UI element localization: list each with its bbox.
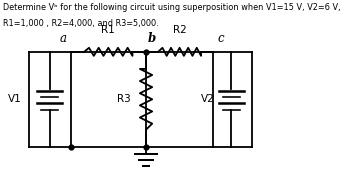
Text: R1=1,000 , R2=4,000, and R3=5,000.: R1=1,000 , R2=4,000, and R3=5,000. [4,19,159,28]
Text: c: c [217,31,224,45]
Text: R1: R1 [102,25,115,35]
Text: a: a [60,31,66,45]
Text: Determine Vᵇ for the following circuit using superposition when V1=15 V, V2=6 V,: Determine Vᵇ for the following circuit u… [4,3,341,12]
Text: V1: V1 [8,94,22,104]
Text: b: b [147,31,156,45]
Text: R2: R2 [173,25,187,35]
Text: V2: V2 [201,94,215,104]
Text: R3: R3 [117,94,131,104]
